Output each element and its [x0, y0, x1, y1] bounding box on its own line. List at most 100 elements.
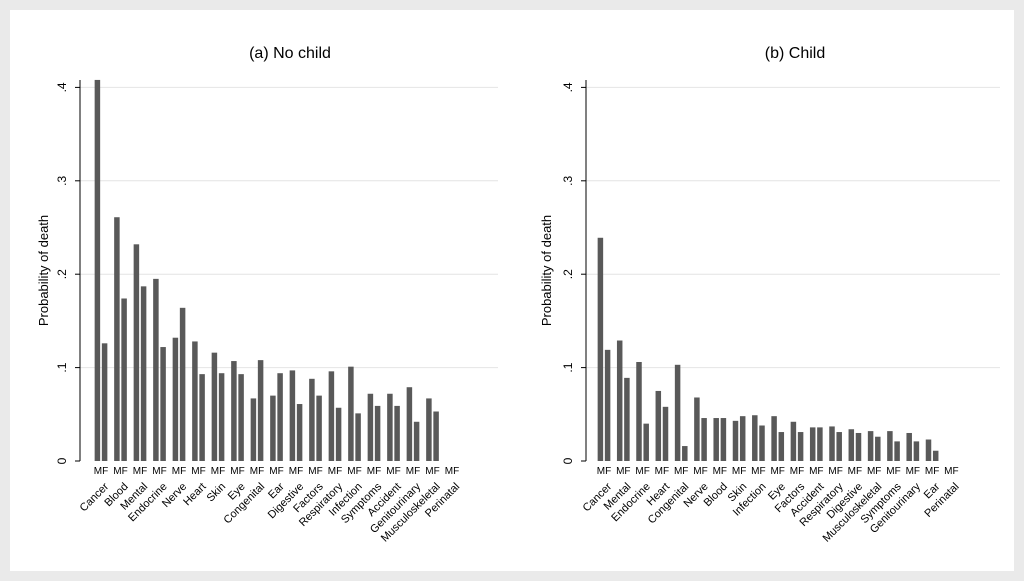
bar-m: [616, 340, 623, 461]
y-tick-label: .3: [55, 175, 69, 185]
bar-m: [348, 366, 354, 461]
bar-f: [316, 395, 322, 461]
bar-group-label: MF: [770, 466, 784, 477]
y-tick-label: .4: [55, 82, 69, 92]
bar-group-label: MF: [655, 466, 669, 477]
y-tick-label: .3: [561, 175, 575, 185]
bar-group-label: MF: [635, 466, 649, 477]
bar-m: [887, 431, 893, 461]
bar-f: [875, 436, 881, 461]
bar-f: [932, 450, 939, 461]
bar-m: [829, 426, 835, 461]
bar-m: [172, 337, 179, 461]
bar-f: [759, 425, 765, 461]
bar-group-label: MF: [848, 466, 862, 477]
bar-group-label: MF: [367, 466, 381, 477]
bar-group-label: MF: [828, 466, 842, 477]
bar-group-label: MF: [94, 466, 108, 477]
bar-group-label: MF: [713, 466, 727, 477]
bar-group-label: MF: [113, 466, 127, 477]
bar-m: [153, 278, 159, 461]
bar-f: [238, 374, 244, 461]
bar-f: [624, 377, 630, 461]
bar-group-label: MF: [152, 466, 166, 477]
bar-group-label: MF: [445, 466, 459, 477]
bar-m: [597, 237, 604, 461]
bar-f: [797, 432, 804, 461]
y-axis-label: Probability of death: [539, 215, 554, 326]
bar-group-label: MF: [925, 466, 939, 477]
bar-group-label: MF: [269, 466, 283, 477]
bar-m: [367, 393, 374, 461]
bar-f: [701, 418, 707, 461]
bar-m: [231, 361, 237, 461]
bar-group-label: MF: [386, 466, 400, 477]
plot-background: [10, 10, 1014, 571]
bar-m: [848, 429, 855, 461]
bar-group-label: MF: [867, 466, 881, 477]
bar-group-label: MF: [674, 466, 688, 477]
bar-m: [674, 364, 681, 461]
bar-group-label: MF: [693, 466, 707, 477]
bar-f: [662, 406, 669, 461]
bar-m: [867, 431, 874, 461]
bar-m: [328, 371, 335, 461]
bar-f: [778, 432, 785, 461]
bar-group-label: MF: [944, 466, 958, 477]
bar-group-label: MF: [289, 466, 303, 477]
bar-f: [855, 432, 862, 461]
bar-m: [114, 217, 120, 461]
bar-group-label: MF: [597, 466, 611, 477]
bar-m: [906, 432, 912, 461]
bar-group-label: MF: [425, 466, 439, 477]
y-tick-label: .2: [55, 269, 69, 279]
bar-m: [732, 420, 739, 461]
bar-m: [655, 390, 662, 461]
y-tick-label: 0: [55, 457, 69, 464]
bar-f: [179, 307, 186, 461]
bar-group-label: MF: [809, 466, 823, 477]
bar-group-label: MF: [790, 466, 804, 477]
bar-f: [355, 413, 361, 461]
bar-group-label: MF: [886, 466, 900, 477]
bar-f: [413, 421, 420, 461]
bar-m: [133, 244, 140, 461]
bar-m: [925, 439, 932, 461]
bar-group-label: MF: [191, 466, 205, 477]
bar-m: [406, 387, 413, 461]
bar-f: [374, 405, 381, 461]
y-tick-label: .2: [561, 269, 575, 279]
bar-group-label: MF: [133, 466, 147, 477]
bar-m: [636, 361, 642, 461]
bar-m: [211, 352, 218, 461]
bar-group-label: MF: [751, 466, 765, 477]
y-tick-label: .1: [561, 362, 575, 372]
chart-title: (a) No child: [249, 45, 331, 62]
y-tick-label: .4: [561, 82, 575, 92]
bar-m: [270, 395, 276, 461]
chart-title: (b) Child: [765, 45, 825, 62]
bar-m: [752, 415, 758, 461]
bar-f: [140, 286, 147, 461]
bar-m: [94, 79, 101, 461]
bar-group-label: MF: [906, 466, 920, 477]
bar-group-label: MF: [172, 466, 186, 477]
bar-m: [790, 421, 797, 461]
bar-group-label: MF: [616, 466, 630, 477]
bar-f: [277, 373, 283, 461]
bar-m: [387, 393, 393, 461]
bar-f: [296, 404, 303, 461]
bar-f: [643, 423, 649, 461]
bar-group-label: MF: [328, 466, 342, 477]
bar-group-label: MF: [347, 466, 361, 477]
bar-group-label: MF: [230, 466, 244, 477]
bar-f: [101, 343, 108, 461]
bar-f: [836, 432, 842, 461]
bar-group-label: MF: [211, 466, 225, 477]
bar-group-label: MF: [250, 466, 264, 477]
bar-f: [160, 347, 166, 461]
bar-group-label: MF: [406, 466, 420, 477]
bar-f: [894, 441, 900, 461]
